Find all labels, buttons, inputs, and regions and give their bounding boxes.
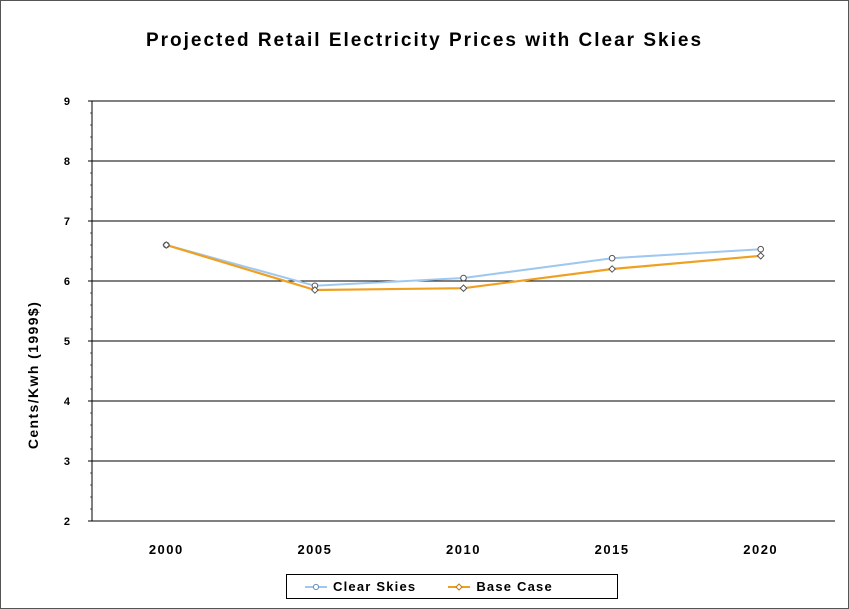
data-point-clear-skies bbox=[460, 274, 467, 282]
x-tick-label: 2005 bbox=[297, 542, 332, 557]
legend-label-base-case: Base Case bbox=[476, 579, 553, 594]
y-tick-label: 8 bbox=[64, 156, 70, 168]
x-tick-label: 2015 bbox=[595, 542, 630, 557]
y-tick-label: 9 bbox=[64, 96, 70, 108]
y-tick-label: 3 bbox=[64, 456, 70, 468]
legend: Clear Skies Base Case bbox=[286, 574, 618, 599]
legend-swatch-clear-skies bbox=[305, 583, 327, 590]
legend-label-clear-skies: Clear Skies bbox=[333, 579, 417, 594]
series-line-base-case bbox=[165, 243, 761, 292]
y-tick-label: 2 bbox=[64, 516, 70, 528]
chart-title: Projected Retail Electricity Prices with… bbox=[145, 30, 704, 51]
legend-item-base-case: Base Case bbox=[448, 579, 553, 594]
y-tick-label: 4 bbox=[64, 396, 71, 408]
x-tick-label: 2010 bbox=[446, 542, 481, 557]
legend-item-clear-skies: Clear Skies bbox=[305, 579, 416, 594]
data-point-base-case bbox=[756, 251, 765, 260]
y-tick-label: 5 bbox=[64, 336, 70, 348]
data-point-base-case bbox=[310, 286, 319, 294]
data-point-base-case bbox=[162, 241, 171, 249]
data-point-clear-skies bbox=[608, 254, 616, 262]
data-point-clear-skies bbox=[757, 245, 765, 253]
y-tick-label: 7 bbox=[64, 216, 70, 228]
data-point-base-case bbox=[459, 284, 468, 293]
y-tick-label: 6 bbox=[64, 276, 70, 288]
legend-swatch-base-case bbox=[448, 582, 471, 591]
x-tick-label: 2020 bbox=[743, 542, 778, 557]
data-point-base-case bbox=[608, 265, 617, 273]
x-tick-label: 2000 bbox=[149, 542, 184, 557]
